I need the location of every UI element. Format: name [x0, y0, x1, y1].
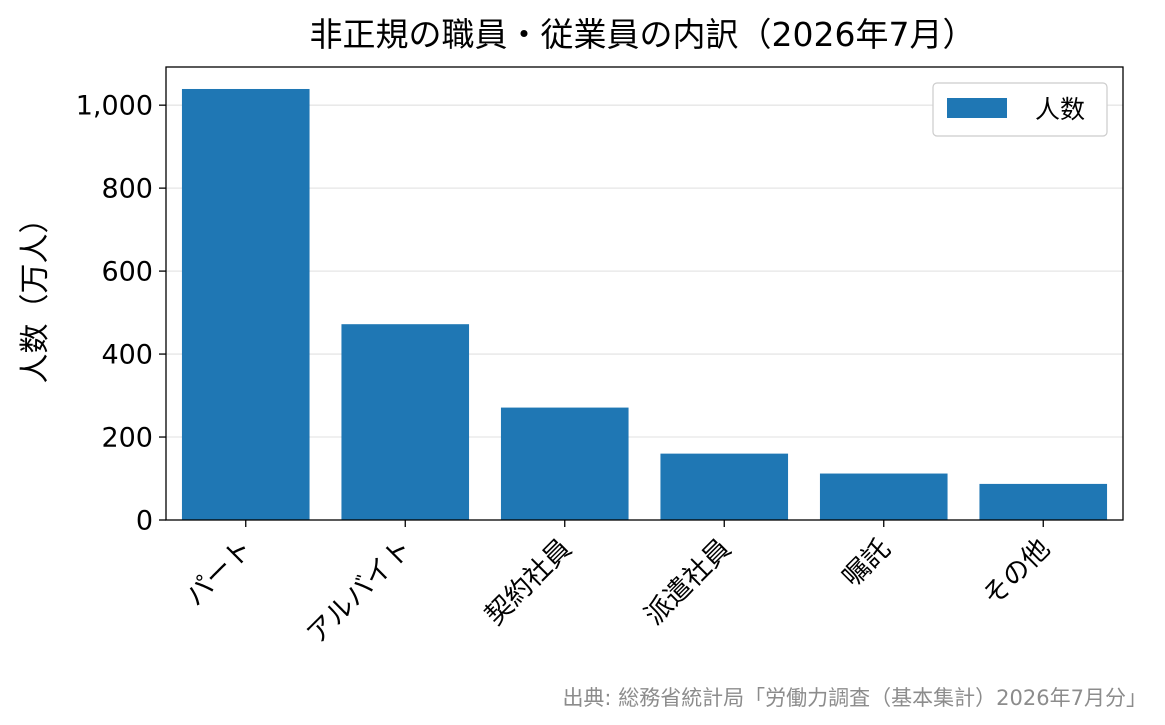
x-tick-label: 派遣社員 [639, 533, 737, 631]
bar [660, 453, 789, 520]
bars [181, 88, 1108, 520]
gridlines [166, 104, 1123, 438]
bar [979, 483, 1108, 520]
legend-swatch [947, 98, 1007, 118]
bar [181, 88, 310, 520]
y-tick-label: 400 [101, 340, 153, 371]
plot-frame [165, 66, 1124, 521]
x-tick-label: その他 [977, 533, 1056, 612]
x-axis-ticks: パート アルバイト 契約社員 派遣社員 嘱託 その他 [180, 520, 1056, 650]
x-tick-label: アルバイト [301, 533, 418, 650]
y-tick-label: 200 [101, 423, 153, 454]
legend: 人数 [932, 82, 1108, 137]
y-tick-label: 800 [101, 174, 153, 205]
bar [341, 324, 470, 520]
x-tick-label: パート [180, 533, 259, 612]
legend-label: 人数 [1035, 95, 1085, 124]
legend-box [932, 82, 1108, 137]
bar [819, 473, 948, 520]
y-tick-label: 0 [136, 506, 153, 537]
bar [500, 407, 629, 520]
source-note: 出典: 総務省統計局「労働力調査（基本集計）2026年7月分」 [562, 686, 1147, 710]
x-tick-label: 嘱託 [837, 533, 897, 593]
x-tick-label: 契約社員 [479, 533, 577, 631]
y-axis-ticks: 0 200 400 600 800 1,000 [76, 91, 166, 537]
y-tick-label: 1,000 [76, 91, 153, 122]
chart-title: 非正規の職員・従業員の内訳（2026年7月） [309, 15, 976, 54]
y-tick-label: 600 [101, 257, 153, 288]
y-axis-label: 人数（万人） [18, 204, 53, 384]
